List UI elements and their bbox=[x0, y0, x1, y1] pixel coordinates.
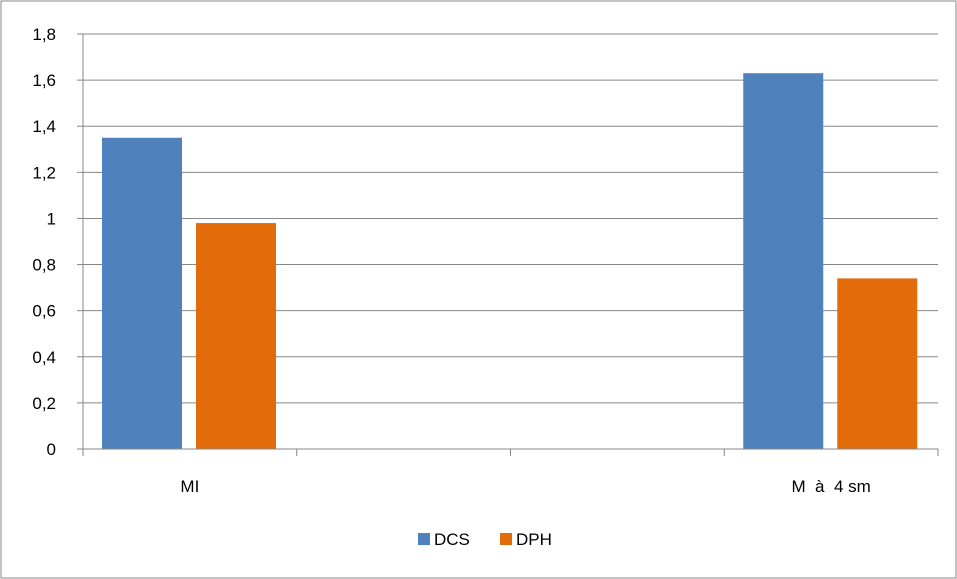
y-tick-label: 1,6 bbox=[32, 71, 56, 90]
y-tick-label: 0,2 bbox=[32, 394, 56, 413]
x-axis bbox=[82, 448, 939, 456]
bar-dcs bbox=[102, 137, 182, 449]
x-category-label: M à 4 sm bbox=[791, 477, 870, 496]
y-tick-label: 0,8 bbox=[32, 256, 56, 275]
bar-dph bbox=[837, 278, 918, 449]
legend-swatch-dph bbox=[500, 533, 512, 545]
legend-label-dcs: DCS bbox=[434, 530, 470, 549]
y-tick-label: 0,4 bbox=[32, 348, 56, 367]
y-tick-label: 1,2 bbox=[32, 163, 56, 182]
legend-swatch-dcs bbox=[418, 533, 430, 545]
bar-dcs bbox=[743, 73, 824, 449]
y-tick-label: 1 bbox=[47, 209, 56, 228]
y-tick-label: 0,6 bbox=[32, 302, 56, 321]
y-tick-label: 1,4 bbox=[32, 117, 56, 136]
bar-dph bbox=[196, 223, 276, 449]
y-axis-tick-labels: 0 0,2 0,4 0,6 0,8 1 1,2 1,4 1,6 1,8 bbox=[32, 25, 84, 459]
legend: DCS DPH bbox=[418, 530, 552, 549]
x-axis-category-labels: MI M à 4 sm bbox=[180, 477, 870, 496]
x-category-label: MI bbox=[180, 477, 199, 496]
y-tick-label: 0 bbox=[47, 440, 56, 459]
y-tick-label: 1,8 bbox=[32, 25, 56, 44]
legend-label-dph: DPH bbox=[516, 530, 552, 549]
bars bbox=[102, 73, 918, 449]
